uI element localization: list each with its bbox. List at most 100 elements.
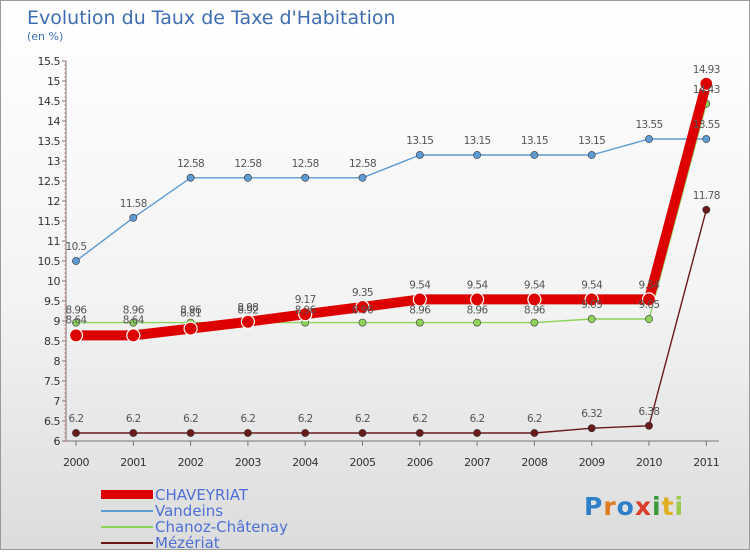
data-point (645, 315, 653, 323)
y-tick-label: 13.5 (38, 135, 61, 148)
data-label: 11.78 (693, 190, 720, 202)
legend-swatch (101, 542, 153, 544)
data-point (129, 429, 138, 437)
data-label: 8.96 (123, 305, 145, 317)
data-label: 12.58 (292, 158, 319, 170)
x-tick-label: 2008 (521, 456, 547, 469)
y-tick-label: 7 (54, 395, 61, 408)
y-tick-label: 8.5 (44, 335, 60, 348)
legend-label: Vandeins (155, 502, 224, 520)
y-tick-label: 14 (47, 115, 60, 128)
logo-text: Proxiti (584, 492, 684, 521)
data-label: 6.2 (240, 413, 255, 425)
data-label: 12.58 (234, 158, 261, 170)
x-tick-label: 2000 (63, 456, 89, 469)
data-point (587, 315, 596, 323)
logo-letter: t (661, 492, 675, 521)
y-tick-label: 7.5 (44, 375, 60, 388)
logo-letter: x (634, 492, 652, 521)
data-point (72, 318, 80, 327)
x-tick-label: 2002 (178, 456, 204, 469)
data-label: 8.96 (295, 305, 317, 317)
y-tick-label: 10 (47, 275, 60, 288)
data-point (527, 292, 542, 307)
data-label: 8.81 (180, 308, 201, 320)
data-label: 9.54 (409, 279, 431, 291)
data-label: 8.64 (123, 314, 145, 326)
data-label: 14.43 (693, 84, 720, 96)
logo-letter: P (584, 492, 604, 521)
logo-letter: i (652, 492, 662, 521)
data-label: 6.2 (298, 413, 313, 425)
data-point (415, 151, 424, 159)
data-point (645, 421, 653, 430)
x-tick-label: 2011 (693, 456, 719, 469)
data-point (358, 429, 367, 437)
y-tick-label: 9 (54, 315, 61, 328)
data-label: 6.2 (355, 413, 370, 425)
data-label: 12.58 (349, 158, 376, 170)
data-point (72, 257, 80, 265)
x-tick-label: 2001 (120, 456, 146, 469)
data-label: 9.54 (524, 279, 546, 291)
data-label: 13.15 (464, 135, 491, 147)
legend-swatch (101, 510, 153, 512)
legend-label: CHAVEYRIAT (155, 486, 249, 504)
y-tick-label: 10.5 (38, 255, 61, 268)
y-tick-label: 8 (54, 355, 61, 368)
data-point (530, 151, 539, 159)
y-tick-label: 6 (54, 435, 61, 448)
data-label: 9.05 (581, 299, 602, 311)
legend-label: Chanoz-Châtenay (155, 518, 289, 536)
y-tick-label: 9.5 (44, 295, 60, 308)
data-point (702, 205, 711, 214)
y-tick-label: 14.5 (38, 95, 61, 108)
data-point (584, 292, 599, 307)
data-point (183, 321, 198, 336)
chart-subtitle: (en %) (27, 30, 64, 43)
data-point (301, 429, 310, 437)
data-label: 11.58 (120, 198, 147, 210)
series-line-chaveyriat (71, 78, 712, 341)
data-point (72, 429, 80, 437)
data-label: 6.38 (639, 406, 660, 418)
data-point (243, 173, 252, 182)
data-point (530, 429, 539, 437)
logo-letter: i (674, 492, 685, 521)
data-point (186, 429, 195, 437)
logo-letter: o (616, 492, 635, 521)
data-point (126, 328, 141, 343)
y-tick-label: 12.5 (38, 175, 61, 188)
data-point (358, 173, 367, 182)
x-tick-label: 2005 (350, 456, 376, 469)
data-point (243, 429, 252, 437)
data-label: 13.55 (693, 119, 720, 131)
x-tick-label: 2009 (579, 456, 605, 469)
series-line-chanoz-ch-tenay (75, 103, 707, 324)
data-label: 9.54 (639, 279, 661, 291)
data-point (298, 307, 313, 322)
data-point (702, 135, 711, 143)
data-point (530, 318, 539, 327)
data-label: 13.15 (406, 135, 433, 147)
data-label: 6.2 (412, 413, 427, 425)
data-label: 8.92 (237, 305, 258, 317)
data-label: 9.17 (295, 294, 316, 306)
y-tick-label: 6.5 (44, 415, 60, 428)
data-label: 6.2 (183, 413, 198, 425)
y-tick-label: 11 (47, 235, 60, 248)
data-point (412, 292, 427, 307)
legend-swatch (101, 490, 153, 499)
proxiti-logo: Proxiti (584, 492, 684, 521)
data-label: 6.2 (527, 413, 542, 425)
data-label: 9.35 (352, 287, 373, 299)
data-label: 6.2 (69, 413, 84, 425)
legend-swatch (101, 526, 153, 528)
data-point (301, 173, 310, 182)
data-point (129, 213, 138, 222)
chart-title: Evolution du Taux de Taxe d'Habitation (27, 7, 396, 29)
data-label: 8.96 (180, 305, 202, 317)
data-label: 8.64 (66, 314, 88, 326)
data-label: 8.98 (237, 302, 258, 314)
